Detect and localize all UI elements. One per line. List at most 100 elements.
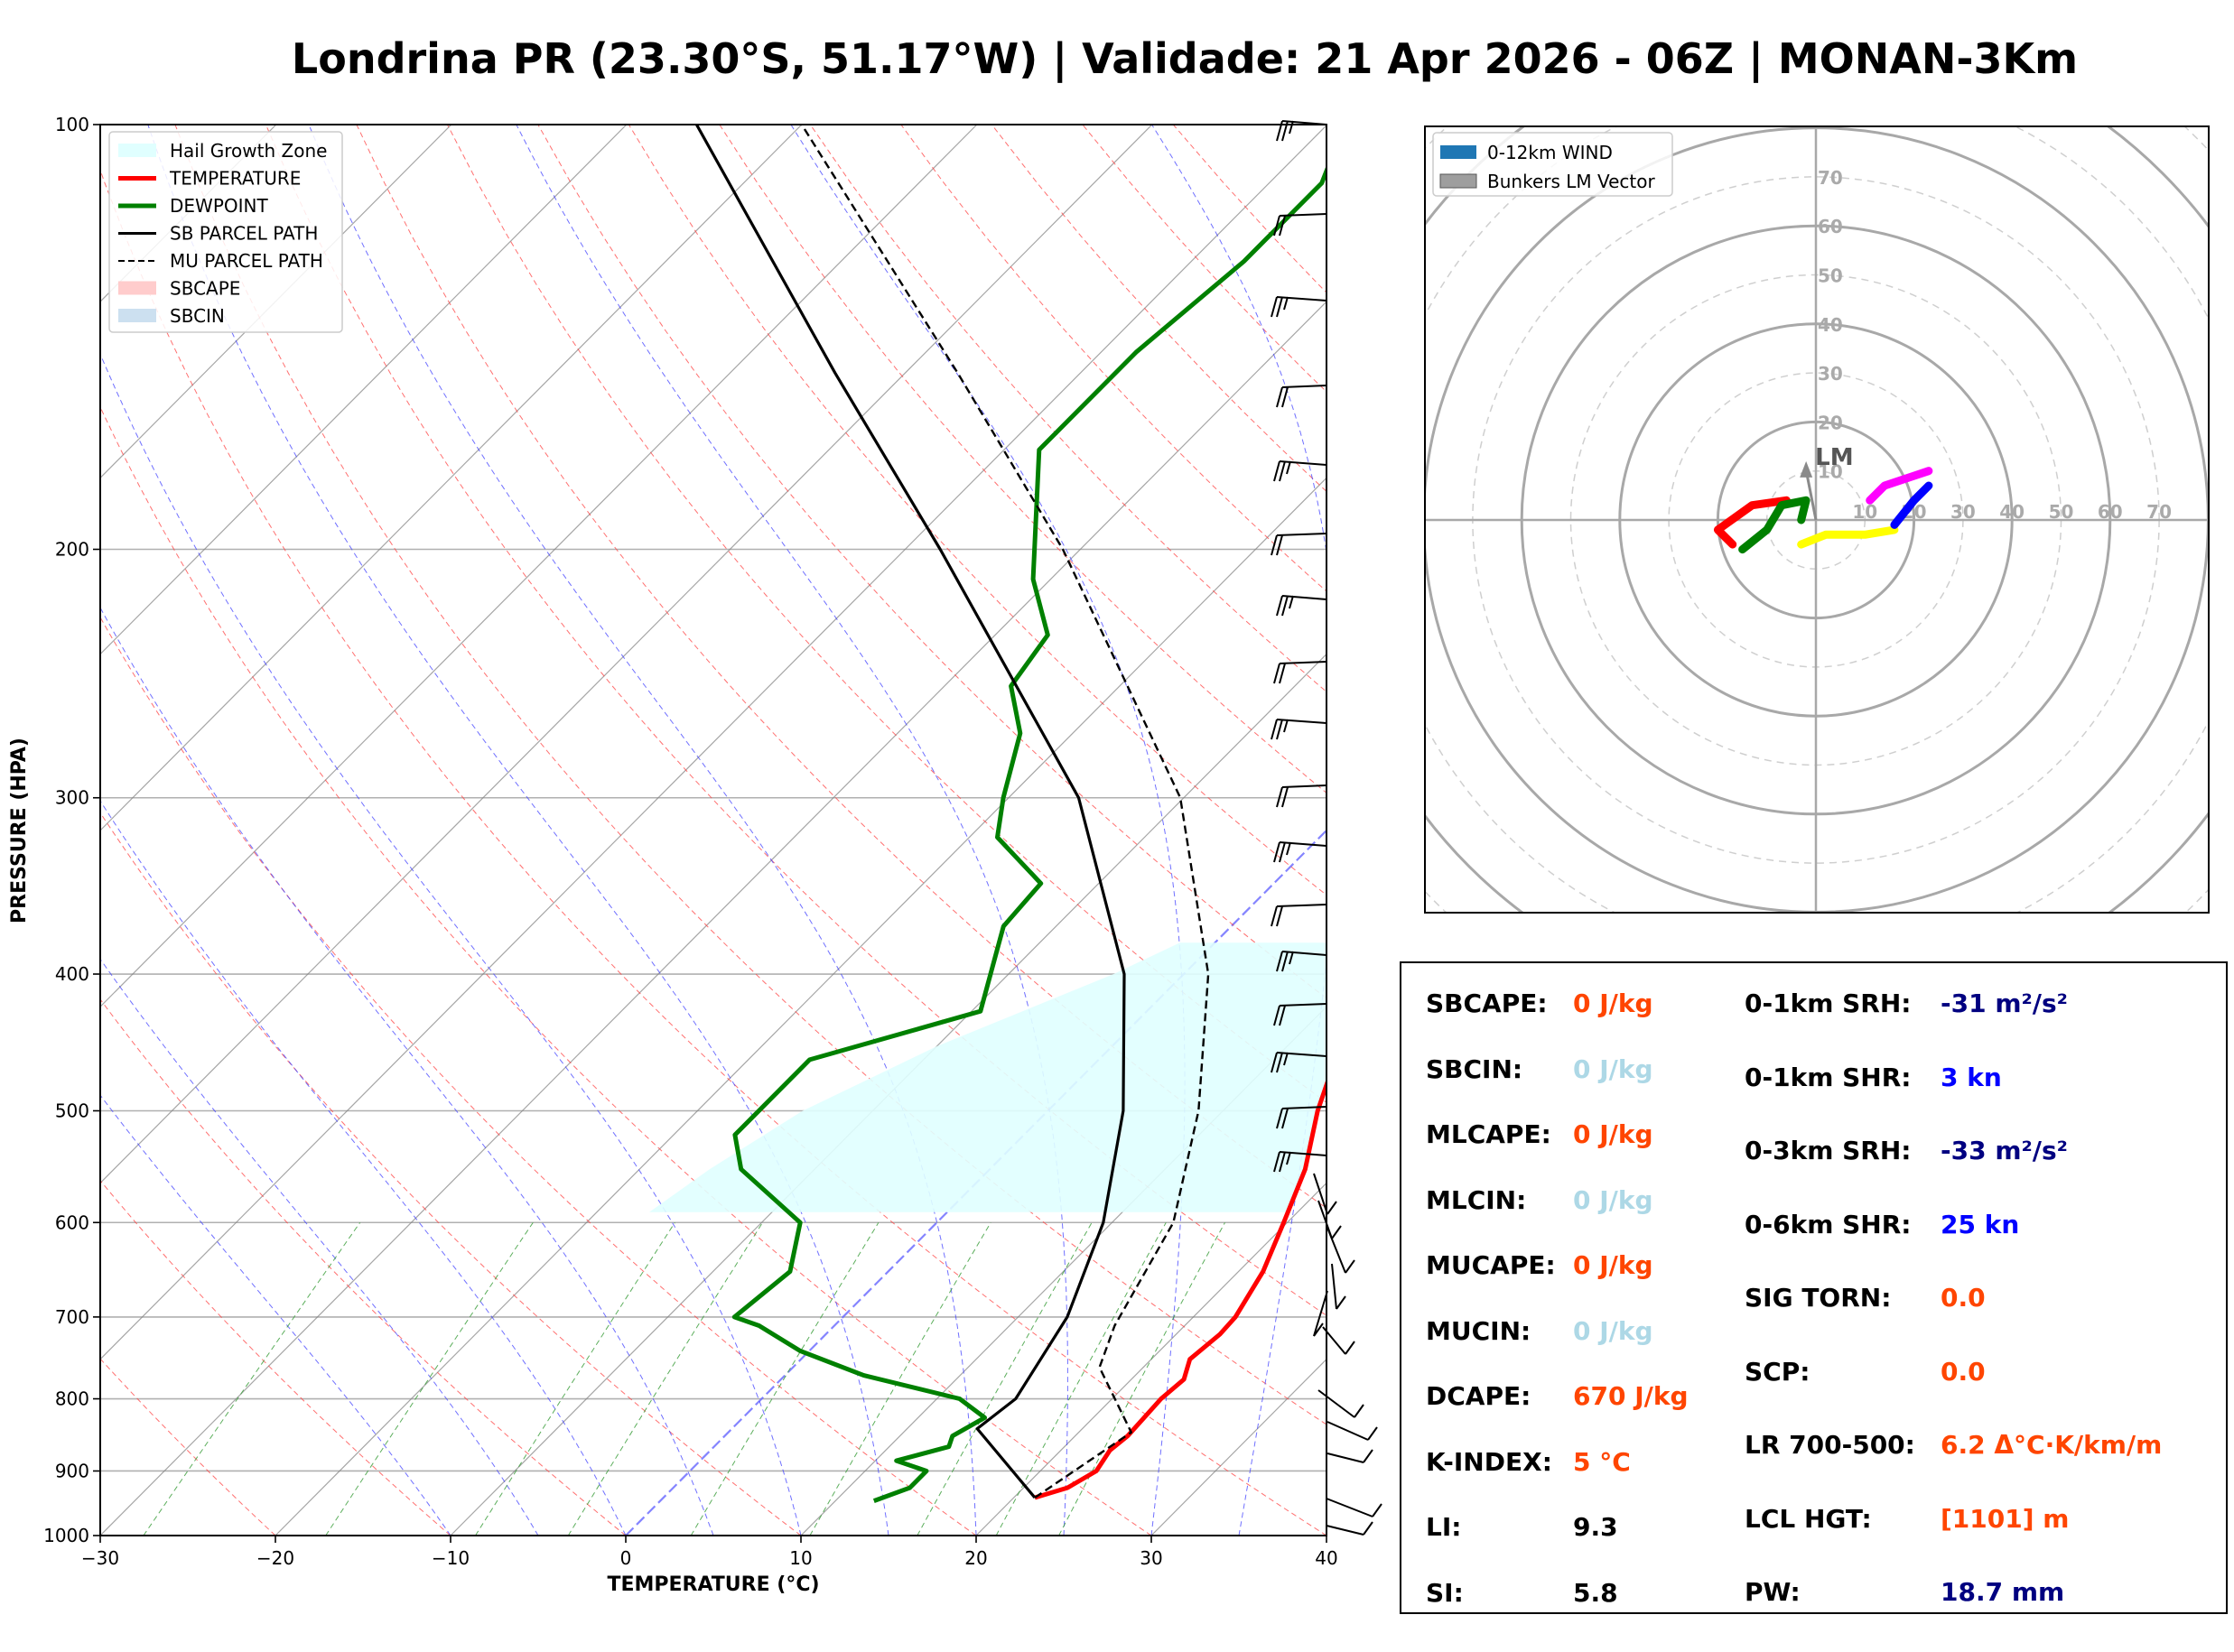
param-row: MUCIN: 0 J/kg	[1426, 1316, 1653, 1346]
wind-barb	[1273, 841, 1327, 863]
skewt-frame	[99, 124, 1327, 1536]
dry-adiabat-line	[628, 125, 1326, 896]
param-value: 0 J/kg	[1573, 988, 1653, 1018]
moist-adiabat-line	[100, 607, 714, 1536]
legend-swatch	[118, 309, 156, 322]
wind-barb	[1331, 1263, 1346, 1310]
param-value: 0 J/kg	[1573, 1250, 1653, 1280]
wind-barb	[1271, 719, 1327, 740]
y-tick-label: 500	[55, 1100, 89, 1121]
y-tick-label: 800	[55, 1388, 89, 1410]
param-row: SCP: 0.0	[1745, 1356, 1986, 1387]
hodograph-segment	[1713, 496, 1791, 549]
param-label: 0-6km SHR:	[1745, 1209, 1912, 1239]
hodograph-legend-box	[1432, 132, 1673, 197]
y-tick-label: 300	[55, 787, 89, 809]
bunkers-lm-arrow	[1804, 469, 1818, 521]
param-value: 0 J/kg	[1573, 1315, 1653, 1346]
legend-label: MU PARCEL PATH	[170, 250, 323, 272]
param-label: LI:	[1426, 1512, 1462, 1542]
param-value: -31 m²/s²	[1941, 988, 2068, 1018]
param-label: SCP:	[1745, 1356, 1810, 1387]
isotherm-line	[100, 125, 1153, 1184]
hodograph-legend-swatch	[1439, 173, 1477, 189]
page-title: Londrina PR (23.30°S, 51.17°W) | Validad…	[291, 34, 2079, 83]
hodograph-ring-label: 10	[1852, 501, 1877, 523]
param-row: LI: 9.3	[1426, 1512, 1618, 1542]
legend-swatch	[118, 144, 156, 157]
moist-adiabat-line	[100, 958, 539, 1536]
wind-barb	[1326, 1449, 1373, 1463]
isotherm-line	[450, 653, 1326, 1536]
legend-label: SBCAPE	[170, 278, 240, 300]
isotherm-line	[275, 477, 1326, 1536]
hodograph-ring-label: 10	[1818, 461, 1843, 483]
param-value: 3 kn	[1941, 1062, 2002, 1092]
isotherm-line	[100, 125, 1326, 1360]
x-tick-label: −20	[256, 1547, 294, 1569]
hodograph-ring-label: 20	[1818, 412, 1843, 433]
param-value: 0 J/kg	[1573, 1119, 1653, 1149]
y-tick-label: 900	[55, 1460, 89, 1481]
param-value: 6.2 Δ°C·K/km/m	[1941, 1430, 2163, 1460]
param-row: SBCAPE: 0 J/kg	[1426, 988, 1653, 1018]
x-axis-label: TEMPERATURE (°C)	[607, 1573, 819, 1596]
wind-barb	[1271, 1052, 1327, 1073]
temperature-line	[1034, 1078, 1326, 1500]
param-value: 0.0	[1941, 1283, 1986, 1313]
wind-barb	[1317, 1389, 1364, 1418]
hodograph-ring-label: 60	[1818, 216, 1843, 237]
y-tick-label: 600	[55, 1211, 89, 1233]
dewpoint-line	[731, 164, 1326, 1503]
sb-parcel-line	[695, 125, 1126, 1499]
y-tick-label: 700	[55, 1306, 89, 1328]
wind-barb	[1326, 1498, 1382, 1517]
dry-adiabat-line	[100, 405, 1152, 1536]
hodograph-frame	[1424, 125, 2210, 914]
wind-barb	[1273, 213, 1327, 237]
dry-adiabat-line	[174, 125, 1326, 1425]
mixing-ratio-line	[567, 1222, 763, 1536]
wind-barb	[1276, 385, 1327, 408]
hodograph-ring-label: 30	[1950, 501, 1976, 523]
dry-adiabat-line	[100, 616, 977, 1536]
mixing-ratio-line	[809, 1222, 991, 1536]
wind-barb	[1271, 904, 1327, 927]
legend-box	[108, 131, 343, 333]
wind-barb	[1326, 1227, 1355, 1274]
param-value: 5.8	[1573, 1577, 1618, 1608]
hodograph-ring-label: 40	[1818, 314, 1843, 336]
bunkers-lm-arrowhead	[1800, 460, 1813, 478]
y-axis-label: PRESSURE (HPA)	[8, 738, 31, 923]
param-row: 0-3km SRH: -33 m²/s²	[1745, 1136, 2068, 1165]
param-row: MLCIN: 0 J/kg	[1426, 1185, 1653, 1215]
param-value: 25 kn	[1941, 1209, 2020, 1239]
wind-barb	[1326, 1521, 1373, 1536]
hodograph-legend-label: 0-12km WIND	[1487, 142, 1613, 163]
param-value: 0.0	[1941, 1356, 1986, 1387]
y-tick-label: 1000	[43, 1525, 89, 1546]
dry-adiabat-line	[719, 125, 1326, 794]
dry-adiabat-line	[100, 812, 802, 1536]
param-row: SI: 5.8	[1426, 1578, 1618, 1608]
x-tick-label: −30	[81, 1547, 119, 1569]
y-tick-label: 200	[55, 539, 89, 561]
param-label: SBCIN:	[1426, 1053, 1523, 1084]
isotherm-line	[100, 125, 277, 302]
dry-adiabat-line	[100, 1179, 451, 1536]
wind-barb	[1271, 296, 1327, 318]
param-value: -33 m²/s²	[1941, 1136, 2068, 1165]
param-label: LR 700-500:	[1745, 1430, 1915, 1460]
moist-adiabat-line	[1151, 125, 1326, 1536]
mixing-ratio-line	[143, 1222, 361, 1536]
moist-adiabat-line	[147, 125, 889, 1536]
param-row: 0-1km SHR: 3 kn	[1745, 1063, 2002, 1092]
hodograph-ring-label: 60	[2098, 501, 2123, 523]
param-row: SBCIN: 0 J/kg	[1426, 1053, 1653, 1084]
wind-barb	[1276, 120, 1327, 142]
param-row: SIG TORN: 0.0	[1745, 1283, 1986, 1313]
param-row: LR 700-500: 6.2 Δ°C·K/km/m	[1745, 1430, 2162, 1460]
hodograph-ring-label: 70	[2146, 501, 2172, 523]
param-label: 0-1km SRH:	[1745, 988, 1912, 1018]
